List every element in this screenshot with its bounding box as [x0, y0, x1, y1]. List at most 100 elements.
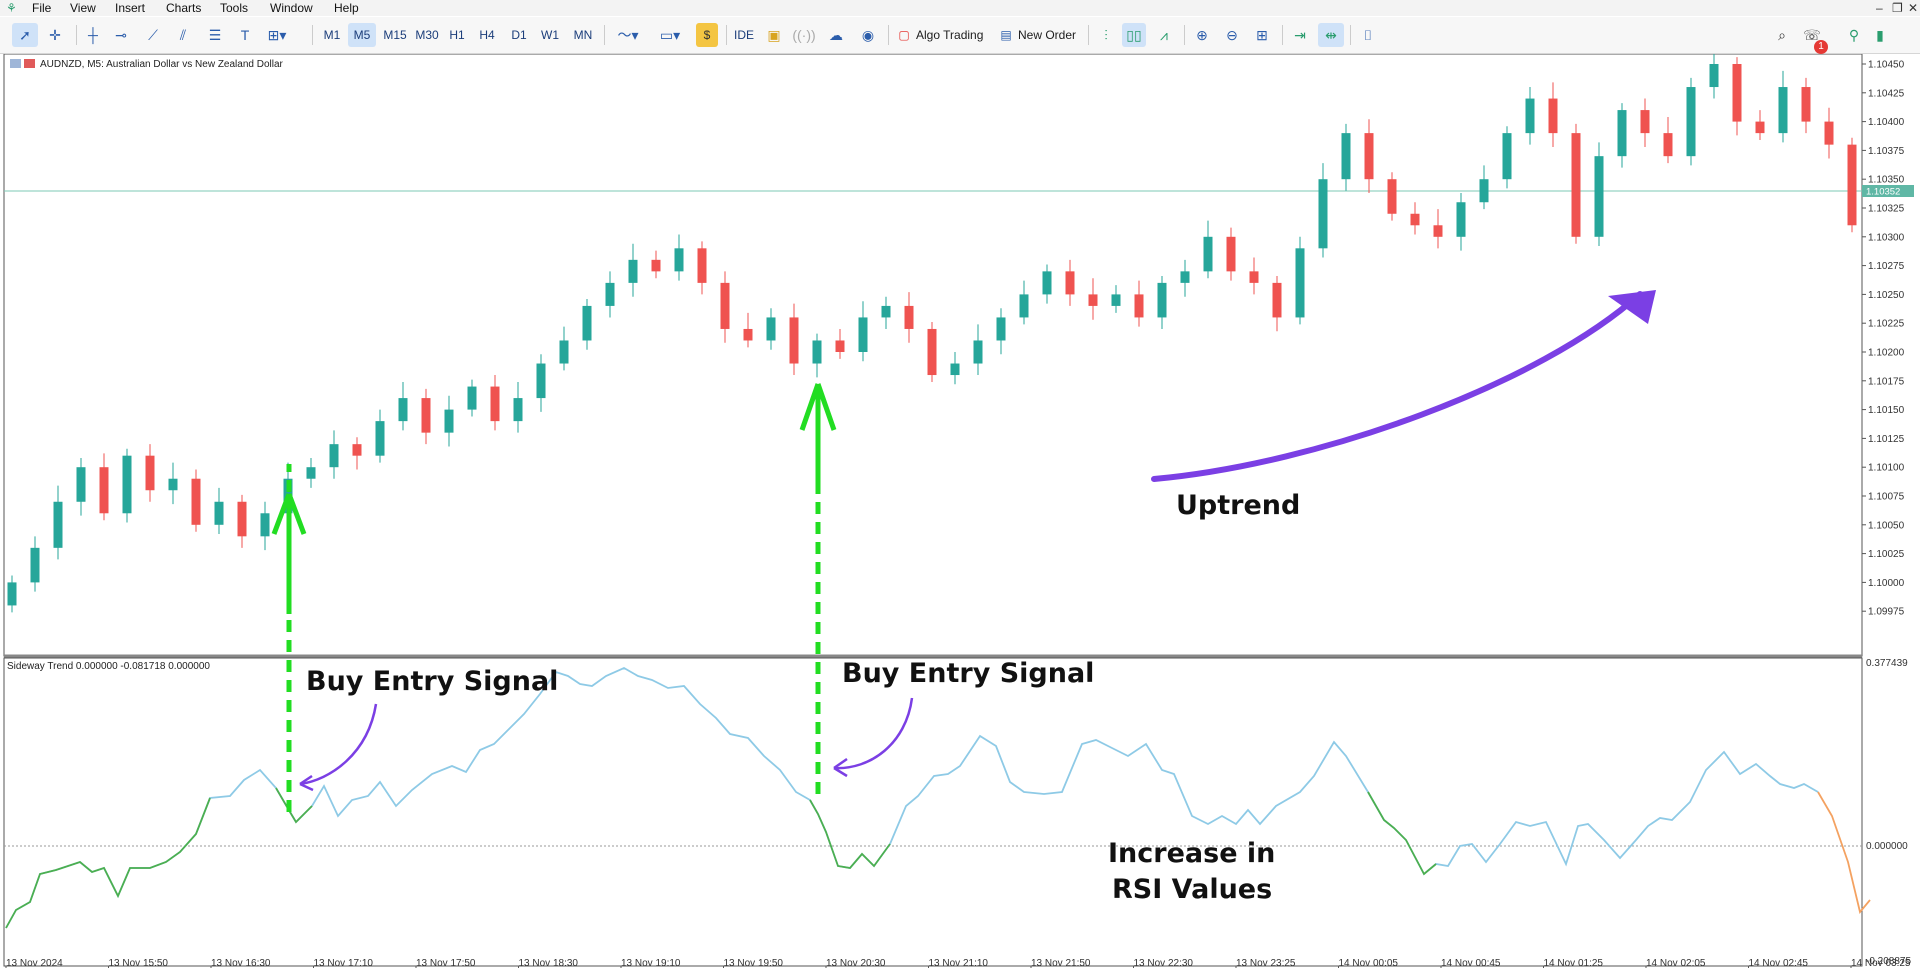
search-icon[interactable]: ⌕ — [1778, 27, 1786, 43]
candle-body — [260, 513, 270, 537]
chart-shift-icon[interactable]: ⇹ — [1318, 23, 1344, 47]
candle-body — [904, 305, 914, 329]
indicator-panel-border — [3, 657, 1863, 967]
price-scale-label: 1.10075 — [1868, 492, 1905, 503]
minimize-button[interactable]: – — [1876, 1, 1883, 15]
vertical-line-icon[interactable]: ┼ — [88, 27, 98, 43]
candle-body — [812, 340, 822, 364]
buy-signal-2-text: Buy Entry Signal — [842, 658, 1095, 689]
templates-dropdown-icon[interactable]: ▭▾ — [659, 27, 681, 43]
tf-w1[interactable]: W1 — [541, 28, 559, 42]
price-scale-label: 1.09975 — [1868, 607, 1905, 618]
candle-body — [1272, 282, 1282, 318]
candle-body — [651, 259, 661, 272]
toolbar: ➚ ✛ ┼ ⊸ ⟋ ⫽ ☰ T ⊞▾ M1 M5 M15 M30 H1 H4 D… — [0, 17, 1920, 54]
ide-button[interactable]: IDE — [733, 28, 754, 42]
auto-scroll-icon[interactable]: ⇥ — [1294, 27, 1306, 43]
candle-body — [1732, 64, 1742, 122]
chart-header-icon-1 — [10, 59, 21, 68]
channel-icon[interactable]: ⫽ — [179, 27, 187, 43]
new-order-icon[interactable]: ▤ — [1000, 28, 1012, 42]
price-scale-label: 1.10150 — [1868, 405, 1905, 416]
text-tool-icon[interactable]: T — [240, 27, 250, 43]
price-scale-label: 1.10350 — [1868, 175, 1905, 186]
trendline-icon[interactable]: ⟋ — [148, 27, 158, 43]
lock-icon[interactable]: ▣ — [767, 27, 781, 43]
price-scale-label: 1.10250 — [1868, 290, 1905, 301]
menu-bar: ⚘ File View Insert Charts Tools Window H… — [0, 0, 1920, 16]
screenshot-icon[interactable]: ⌷ — [1363, 27, 1373, 43]
candle-body — [996, 317, 1006, 341]
new-order-button[interactable]: New Order — [1018, 28, 1077, 42]
price-scale-label: 1.10450 — [1868, 60, 1905, 71]
time-axis-label: 13 Nov 2024 — [6, 958, 63, 968]
rsi-text-line1: Increase in — [1108, 838, 1276, 869]
chart-area[interactable]: AUDNZD, M5: Australian Dollar vs New Zea… — [0, 50, 1920, 970]
cloud-icon[interactable]: ☁ — [829, 27, 843, 43]
algo-trading-button[interactable]: Algo Trading — [916, 28, 984, 42]
indicators-dropdown-icon[interactable]: 〜▾ — [617, 27, 639, 43]
tf-m5[interactable]: M5 — [348, 23, 376, 47]
tf-h4[interactable]: H4 — [479, 28, 495, 42]
tf-d1[interactable]: D1 — [511, 28, 527, 42]
time-axis-label: 13 Nov 20:30 — [826, 958, 886, 968]
menu-help[interactable]: Help — [334, 1, 359, 15]
menu-window[interactable]: Window — [270, 1, 313, 15]
signals-icon[interactable]: ⚲ — [1848, 27, 1860, 43]
uptrend-arrow-head — [1608, 290, 1656, 324]
line-chart-icon[interactable]: ⩘ — [1160, 27, 1168, 43]
time-axis-label: 14 Nov 00:45 — [1441, 958, 1501, 968]
cursor-icon[interactable]: ➚ — [12, 23, 38, 47]
candle-body — [1755, 121, 1765, 134]
buy-signal-1-text: Buy Entry Signal — [306, 666, 559, 697]
price-scale-label: 1.10275 — [1868, 261, 1905, 272]
candle-body — [1042, 271, 1052, 295]
tf-m1[interactable]: M1 — [323, 28, 341, 42]
menu-file[interactable]: File — [32, 1, 52, 15]
candle-body — [421, 398, 431, 433]
candle-body — [99, 467, 109, 514]
zoom-in-icon[interactable]: ⊕ — [1196, 27, 1208, 43]
chart-canvas[interactable]: AUDNZD, M5: Australian Dollar vs New Zea… — [0, 50, 1920, 970]
menu-view[interactable]: View — [70, 1, 96, 15]
menu-charts[interactable]: Charts — [166, 1, 202, 15]
crosshair-icon[interactable]: ✛ — [49, 27, 61, 43]
time-axis-label: 13 Nov 21:10 — [929, 958, 989, 968]
bar-chart-icon[interactable]: ⫶ — [1104, 27, 1108, 43]
tf-m15[interactable]: M15 — [383, 28, 407, 42]
restore-button[interactable]: ❐ — [1892, 1, 1903, 15]
price-scale-label: 1.10425 — [1868, 88, 1905, 99]
menu-tools[interactable]: Tools — [220, 1, 249, 15]
indicator-line-green — [809, 799, 891, 869]
vps-icon[interactable]: ◉ — [861, 27, 875, 43]
candle-body — [1249, 271, 1259, 283]
time-axis-label: 13 Nov 18:30 — [519, 958, 579, 968]
candle-body — [1640, 110, 1650, 134]
candle-body — [1571, 133, 1581, 237]
shapes-dropdown-icon[interactable]: ⊞▾ — [267, 27, 287, 43]
candle-body — [1433, 225, 1443, 237]
tf-mn[interactable]: MN — [573, 28, 593, 42]
tile-windows-icon[interactable]: ⊞ — [1256, 27, 1268, 43]
menu-insert[interactable]: Insert — [115, 1, 146, 15]
tf-h1[interactable]: H1 — [449, 28, 465, 42]
candle-body — [1019, 294, 1029, 318]
signal-icon[interactable]: ((·)) — [792, 27, 816, 43]
candle-body — [352, 444, 362, 456]
candle-body — [559, 340, 569, 364]
zoom-out-icon[interactable]: ⊖ — [1226, 27, 1238, 43]
dollar-icon[interactable]: $ — [696, 23, 718, 47]
algo-trading-icon[interactable]: ▢ — [898, 28, 910, 42]
time-axis-label: 13 Nov 21:50 — [1031, 958, 1091, 968]
candlestick-chart-icon[interactable]: ▯▯ — [1122, 23, 1146, 47]
tf-m30[interactable]: M30 — [415, 28, 439, 42]
market-icon[interactable]: ▮ — [1876, 27, 1884, 43]
indicator-scale-top: 0.377439 — [1866, 658, 1908, 669]
candle-body — [1778, 87, 1788, 134]
candle-body — [1111, 294, 1121, 306]
close-button[interactable]: ✕ — [1908, 1, 1919, 15]
time-axis-label: 13 Nov 22:30 — [1134, 958, 1194, 968]
notifications-icon[interactable]: ☏ — [1803, 27, 1821, 43]
horizontal-line-icon[interactable]: ⊸ — [115, 27, 127, 43]
fibonacci-icon[interactable]: ☰ — [208, 27, 222, 43]
